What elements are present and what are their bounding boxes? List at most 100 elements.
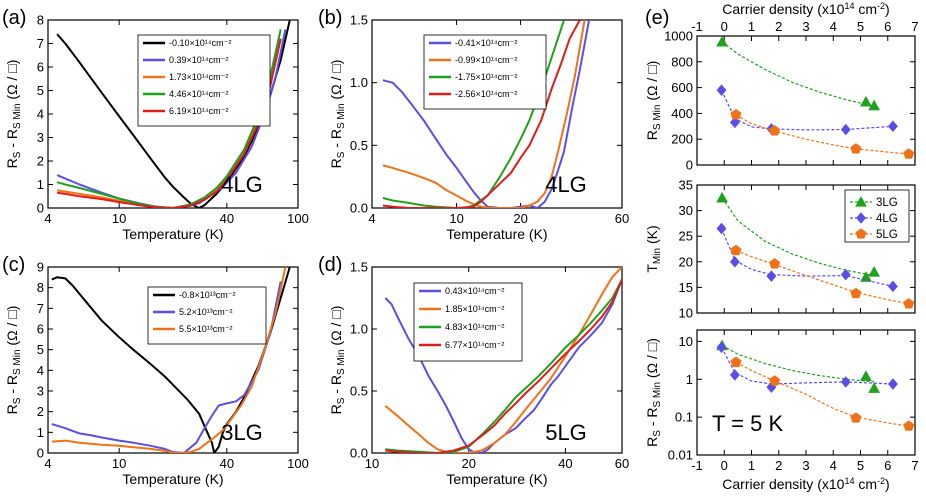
ylabel-units: (Ω / □) — [644, 338, 660, 382]
series-line-c-0 — [51, 267, 291, 453]
legend-box — [147, 286, 267, 345]
x-tick-label: 60 — [615, 456, 629, 471]
fit-line-e_mid-2 — [735, 249, 909, 305]
y-tick-label: 35 — [679, 178, 693, 193]
legend-entry: 5.2×10¹³cm⁻² — [179, 307, 233, 317]
top-x-tick-label: 3 — [802, 19, 809, 34]
x-tick-label: 20 — [461, 456, 475, 471]
legend-entry: -0.41×10¹⁴cm⁻² — [455, 38, 517, 48]
y-tick-label: 0.0 — [350, 201, 368, 216]
fit-line-e_bot-2 — [735, 361, 909, 427]
y-tick-label: 4 — [37, 363, 44, 378]
ylabel-main: R — [644, 437, 660, 447]
data-point-e_mid-2 — [850, 287, 862, 299]
data-point-e_bot-0 — [860, 370, 872, 381]
x-tick-label: 6 — [884, 458, 891, 473]
legend-entry: 1.73×10¹⁴cm⁻² — [169, 72, 228, 82]
y-tick-label: 5 — [37, 83, 44, 98]
y-tick-label: 7 — [37, 36, 44, 51]
panel-e_bot: 0.01 0.1 1 10 -1 0 1 2 3 4 5 6 7 RS - RS Min (Ω / □) — [644, 329, 919, 473]
top-x-tick-label: 0 — [721, 19, 728, 34]
y-axis-label: RS - RS Min (Ω / □) — [328, 306, 347, 415]
series-line-a-4 — [56, 38, 282, 208]
series-line-d-3 — [385, 279, 622, 453]
legend-entry: 6.77×10¹⁴cm⁻² — [445, 340, 504, 350]
ylabel-subscript: S — [336, 397, 347, 404]
x-tick-label: 1 — [748, 458, 755, 473]
ylabel-subscript: S Min — [336, 349, 347, 375]
data-point-e_top-0 — [868, 99, 881, 111]
y-tick-label: 0 — [686, 158, 693, 173]
temperature-note: T = 5 K — [712, 411, 783, 436]
series-line-b-1 — [382, 20, 586, 208]
y-tick-label: 0.0 — [350, 446, 368, 461]
ylabel-units: (Ω / □) — [328, 306, 344, 350]
ylabel-subscript: S Min — [12, 349, 23, 375]
ylabel-main: T — [644, 264, 660, 273]
legend-entry: 6.19×10¹⁴cm⁻² — [169, 106, 228, 116]
y-tick-label: 4 — [37, 107, 44, 122]
x-tick-label: 4 — [368, 211, 375, 226]
legend-entry: 5.5×10¹³cm⁻² — [179, 324, 233, 334]
y-tick-label: 0 — [37, 446, 44, 461]
data-point-e_mid-1 — [766, 270, 777, 283]
data-point-e_mid-2 — [730, 244, 742, 256]
top-x-tick-label: 5 — [857, 19, 864, 34]
y-tick-label: 25 — [679, 229, 693, 244]
data-point-e_mid-1 — [729, 255, 740, 268]
legend-entry: 4.46×10¹⁴cm⁻² — [169, 89, 228, 99]
legend-entry: 0.39×10¹⁴cm⁻² — [169, 55, 228, 65]
x-tick-label: 10 — [365, 456, 379, 471]
ylabel-subscript: S — [336, 151, 347, 158]
y-tick-label: 0.1 — [675, 410, 693, 425]
data-point-e_top-1 — [729, 116, 740, 129]
panel-c: 0 1 2 3 4 5 6 7 8 9 4 10 40 100 (c) 3LG Temperature (K) R… — [2, 254, 309, 487]
plot-frame — [696, 329, 916, 456]
fit-line-e_top-1 — [720, 89, 893, 131]
legend-entry: 4LG — [876, 213, 898, 225]
xlabel-text: Carrier density (x10 — [722, 1, 844, 17]
panel-label: (b) — [318, 7, 342, 29]
legend-box — [844, 189, 910, 243]
y-tick-label: 3 — [37, 130, 44, 145]
ylabel-subscript: S Min — [652, 105, 663, 131]
panel-e_top: 0 200 400 600 800 1000 RS Min (Ω / □) -1 0 1 2 3 4 5 6… — [644, 19, 919, 173]
ylabel-units: (K) — [644, 225, 660, 248]
data-point-e_mid-2 — [769, 257, 781, 269]
y-tick-label: 600 — [671, 80, 693, 95]
xlabel-text: cm — [854, 476, 877, 492]
y-tick-label: 0.5 — [350, 138, 368, 153]
data-point-e_mid-0 — [716, 191, 728, 203]
top-x-tick-label: 6 — [884, 19, 891, 34]
ylabel-units: (Ω / □) — [4, 60, 20, 104]
y-tick-label: 10 — [679, 306, 693, 321]
y-axis-label: RS - RS Min (Ω / □) — [4, 306, 23, 415]
legend-box — [423, 34, 547, 110]
data-point-e_top-1 — [887, 120, 898, 133]
x-tick-label: 40 — [220, 211, 234, 226]
x-tick-label: 100 — [287, 211, 309, 226]
ylabel-middle: - R — [328, 129, 344, 152]
y-tick-label: 1.5 — [350, 260, 368, 275]
x-tick-label: 40 — [220, 456, 234, 471]
xlabel-text: ) — [885, 476, 890, 492]
legend: 0.43×10¹⁴cm⁻² 1.85×10¹⁴cm⁻² 4.83×10¹⁴cm⁻² 6… — [413, 282, 523, 362]
x-axis-label: Temperature (K) — [122, 471, 223, 487]
panel-label: (a) — [2, 7, 26, 29]
data-point-e_bot-2 — [850, 412, 862, 423]
x-tick-label: 3 — [802, 458, 809, 473]
data-point-e_bot-1 — [716, 341, 727, 354]
ylabel-units: (Ω / □) — [328, 60, 344, 104]
legend-entry: -0.99×10¹⁴cm⁻² — [455, 55, 517, 65]
y-tick-label: 20 — [679, 254, 693, 269]
y-tick-label: 0 — [37, 201, 44, 216]
y-tick-label: 5 — [37, 342, 44, 357]
ylabel-subscript: S — [12, 151, 23, 158]
panel-b: 0.0 0.5 1.0 1.5 4 10 20 60 (b) 4LG Temperature (K)… — [318, 7, 629, 242]
y-tick-label: 400 — [671, 106, 693, 121]
xlabel-text: ) — [885, 1, 890, 17]
ylabel-middle: - R — [328, 375, 344, 398]
fit-line-e_mid-0 — [721, 197, 875, 277]
xlabel-superscript: 14 — [844, 476, 854, 486]
x-tick-label: 7 — [911, 458, 918, 473]
